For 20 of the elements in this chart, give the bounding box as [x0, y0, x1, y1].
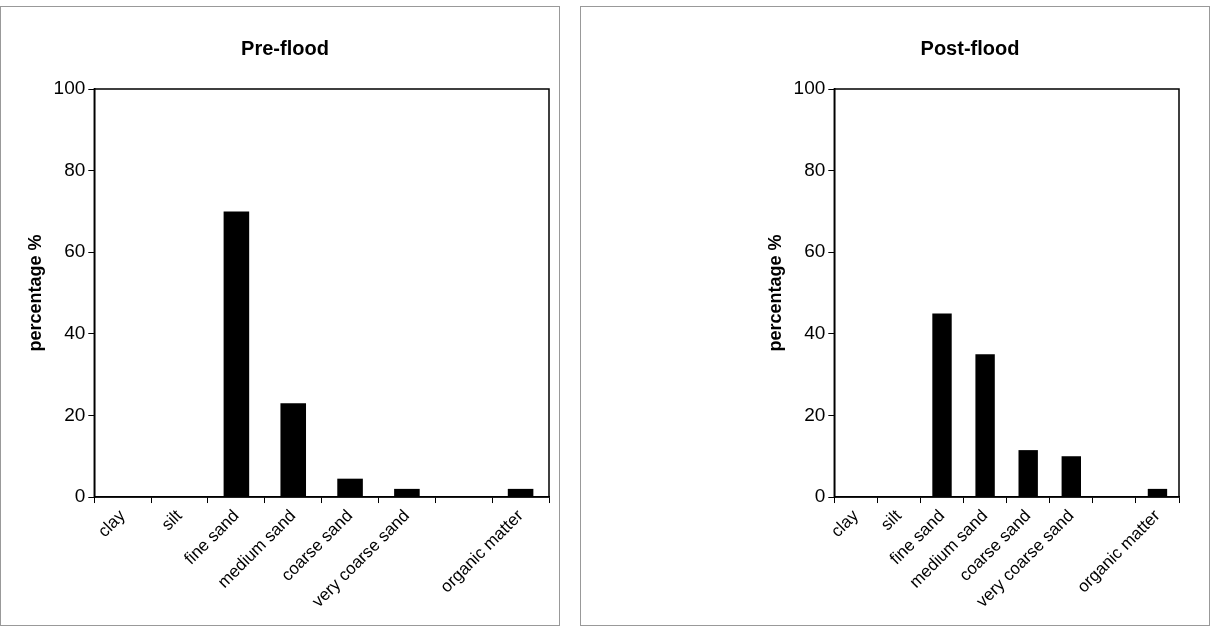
y-tick-label: 100 [53, 77, 86, 99]
chart-title: Pre-flood [241, 36, 329, 59]
y-tick-label: 100 [793, 77, 826, 99]
y-tick-label: 0 [814, 485, 826, 507]
x-tick-label: silt [157, 505, 186, 535]
x-tick-label: silt [876, 505, 906, 535]
y-axis-title: percentage % [764, 234, 785, 352]
y-tick-label: 80 [804, 158, 826, 180]
y-axis-title: percentage % [24, 234, 45, 352]
x-tick-label: clay [827, 505, 863, 541]
y-tick-label: 60 [64, 240, 86, 262]
y-tick-label: 60 [804, 240, 826, 262]
y-tick-label: 40 [64, 322, 86, 344]
y-tick-label: 20 [804, 403, 826, 425]
chart-title: Post-flood [920, 36, 1020, 59]
y-tick-label: 80 [64, 158, 86, 180]
x-tick-label: clay [94, 505, 130, 541]
y-tick-label: 20 [64, 403, 86, 425]
y-tick-label: 40 [804, 322, 826, 344]
y-tick-label: 0 [74, 485, 86, 507]
